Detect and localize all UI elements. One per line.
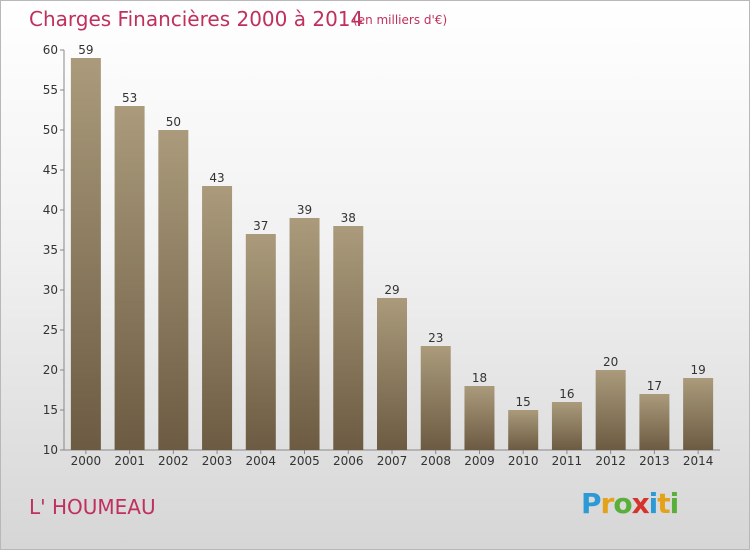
x-tick-label-2005: 2005 (289, 454, 320, 468)
y-tick-label: 55 (43, 83, 58, 97)
x-tick-label-2006: 2006 (333, 454, 364, 468)
place-name: L' HOUMEAU (29, 495, 156, 519)
x-tick-label-2009: 2009 (464, 454, 495, 468)
bar-2008 (420, 346, 451, 450)
bar-2013 (639, 394, 670, 450)
bar-2006 (333, 226, 364, 450)
value-label-2005: 39 (297, 203, 312, 217)
value-label-2003: 43 (209, 171, 224, 185)
value-label-2002: 50 (166, 115, 181, 129)
bar-2003 (202, 186, 233, 450)
bar-2005 (289, 218, 320, 450)
x-tick-label-2004: 2004 (246, 454, 277, 468)
x-tick-label-2002: 2002 (158, 454, 189, 468)
x-tick-label-2010: 2010 (508, 454, 539, 468)
bar-2010 (508, 410, 539, 450)
value-label-2004: 37 (253, 219, 268, 233)
proxiti-logo[interactable]: Proxiti (581, 487, 679, 520)
bar-2002 (158, 130, 189, 450)
bar-2014 (683, 378, 714, 450)
x-tick-label-2014: 2014 (683, 454, 714, 468)
value-label-2011: 16 (559, 387, 574, 401)
chart-title: Charges Financières 2000 à 2014 (29, 7, 364, 31)
value-label-2008: 23 (428, 331, 443, 345)
y-tick-label: 50 (43, 123, 58, 137)
value-label-2009: 18 (472, 371, 487, 385)
y-tick-label: 15 (43, 403, 58, 417)
chart-unit: (en milliers d'€) (353, 13, 448, 27)
x-tick-label-2000: 2000 (71, 454, 102, 468)
x-tick-label-2008: 2008 (420, 454, 451, 468)
y-tick-label: 20 (43, 363, 58, 377)
x-tick-label-2013: 2013 (639, 454, 670, 468)
x-tick-label-2001: 2001 (114, 454, 145, 468)
y-tick-label: 30 (43, 283, 58, 297)
y-tick-label: 25 (43, 323, 58, 337)
value-label-2001: 53 (122, 91, 137, 105)
x-tick-label-2003: 2003 (202, 454, 233, 468)
x-tick-label-2011: 2011 (552, 454, 583, 468)
value-label-2006: 38 (341, 211, 356, 225)
x-tick-label-2012: 2012 (595, 454, 626, 468)
value-label-2000: 59 (78, 43, 93, 57)
bar-2009 (464, 386, 495, 450)
y-tick-label: 35 (43, 243, 58, 257)
x-tick-label-2007: 2007 (377, 454, 408, 468)
value-label-2010: 15 (516, 395, 531, 409)
bar-2000 (70, 58, 101, 450)
y-tick-label: 60 (43, 43, 58, 57)
bar-2001 (114, 106, 145, 450)
y-tick-label: 40 (43, 203, 58, 217)
bar-2007 (377, 298, 407, 450)
y-tick-label: 45 (43, 163, 58, 177)
value-label-2013: 17 (647, 379, 662, 393)
value-label-2007: 29 (384, 283, 399, 297)
bar-2012 (595, 370, 626, 450)
value-label-2014: 19 (690, 363, 705, 377)
value-label-2012: 20 (603, 355, 618, 369)
bar-2011 (551, 402, 582, 450)
y-tick-label: 10 (43, 443, 58, 457)
bar-2004 (245, 234, 276, 450)
